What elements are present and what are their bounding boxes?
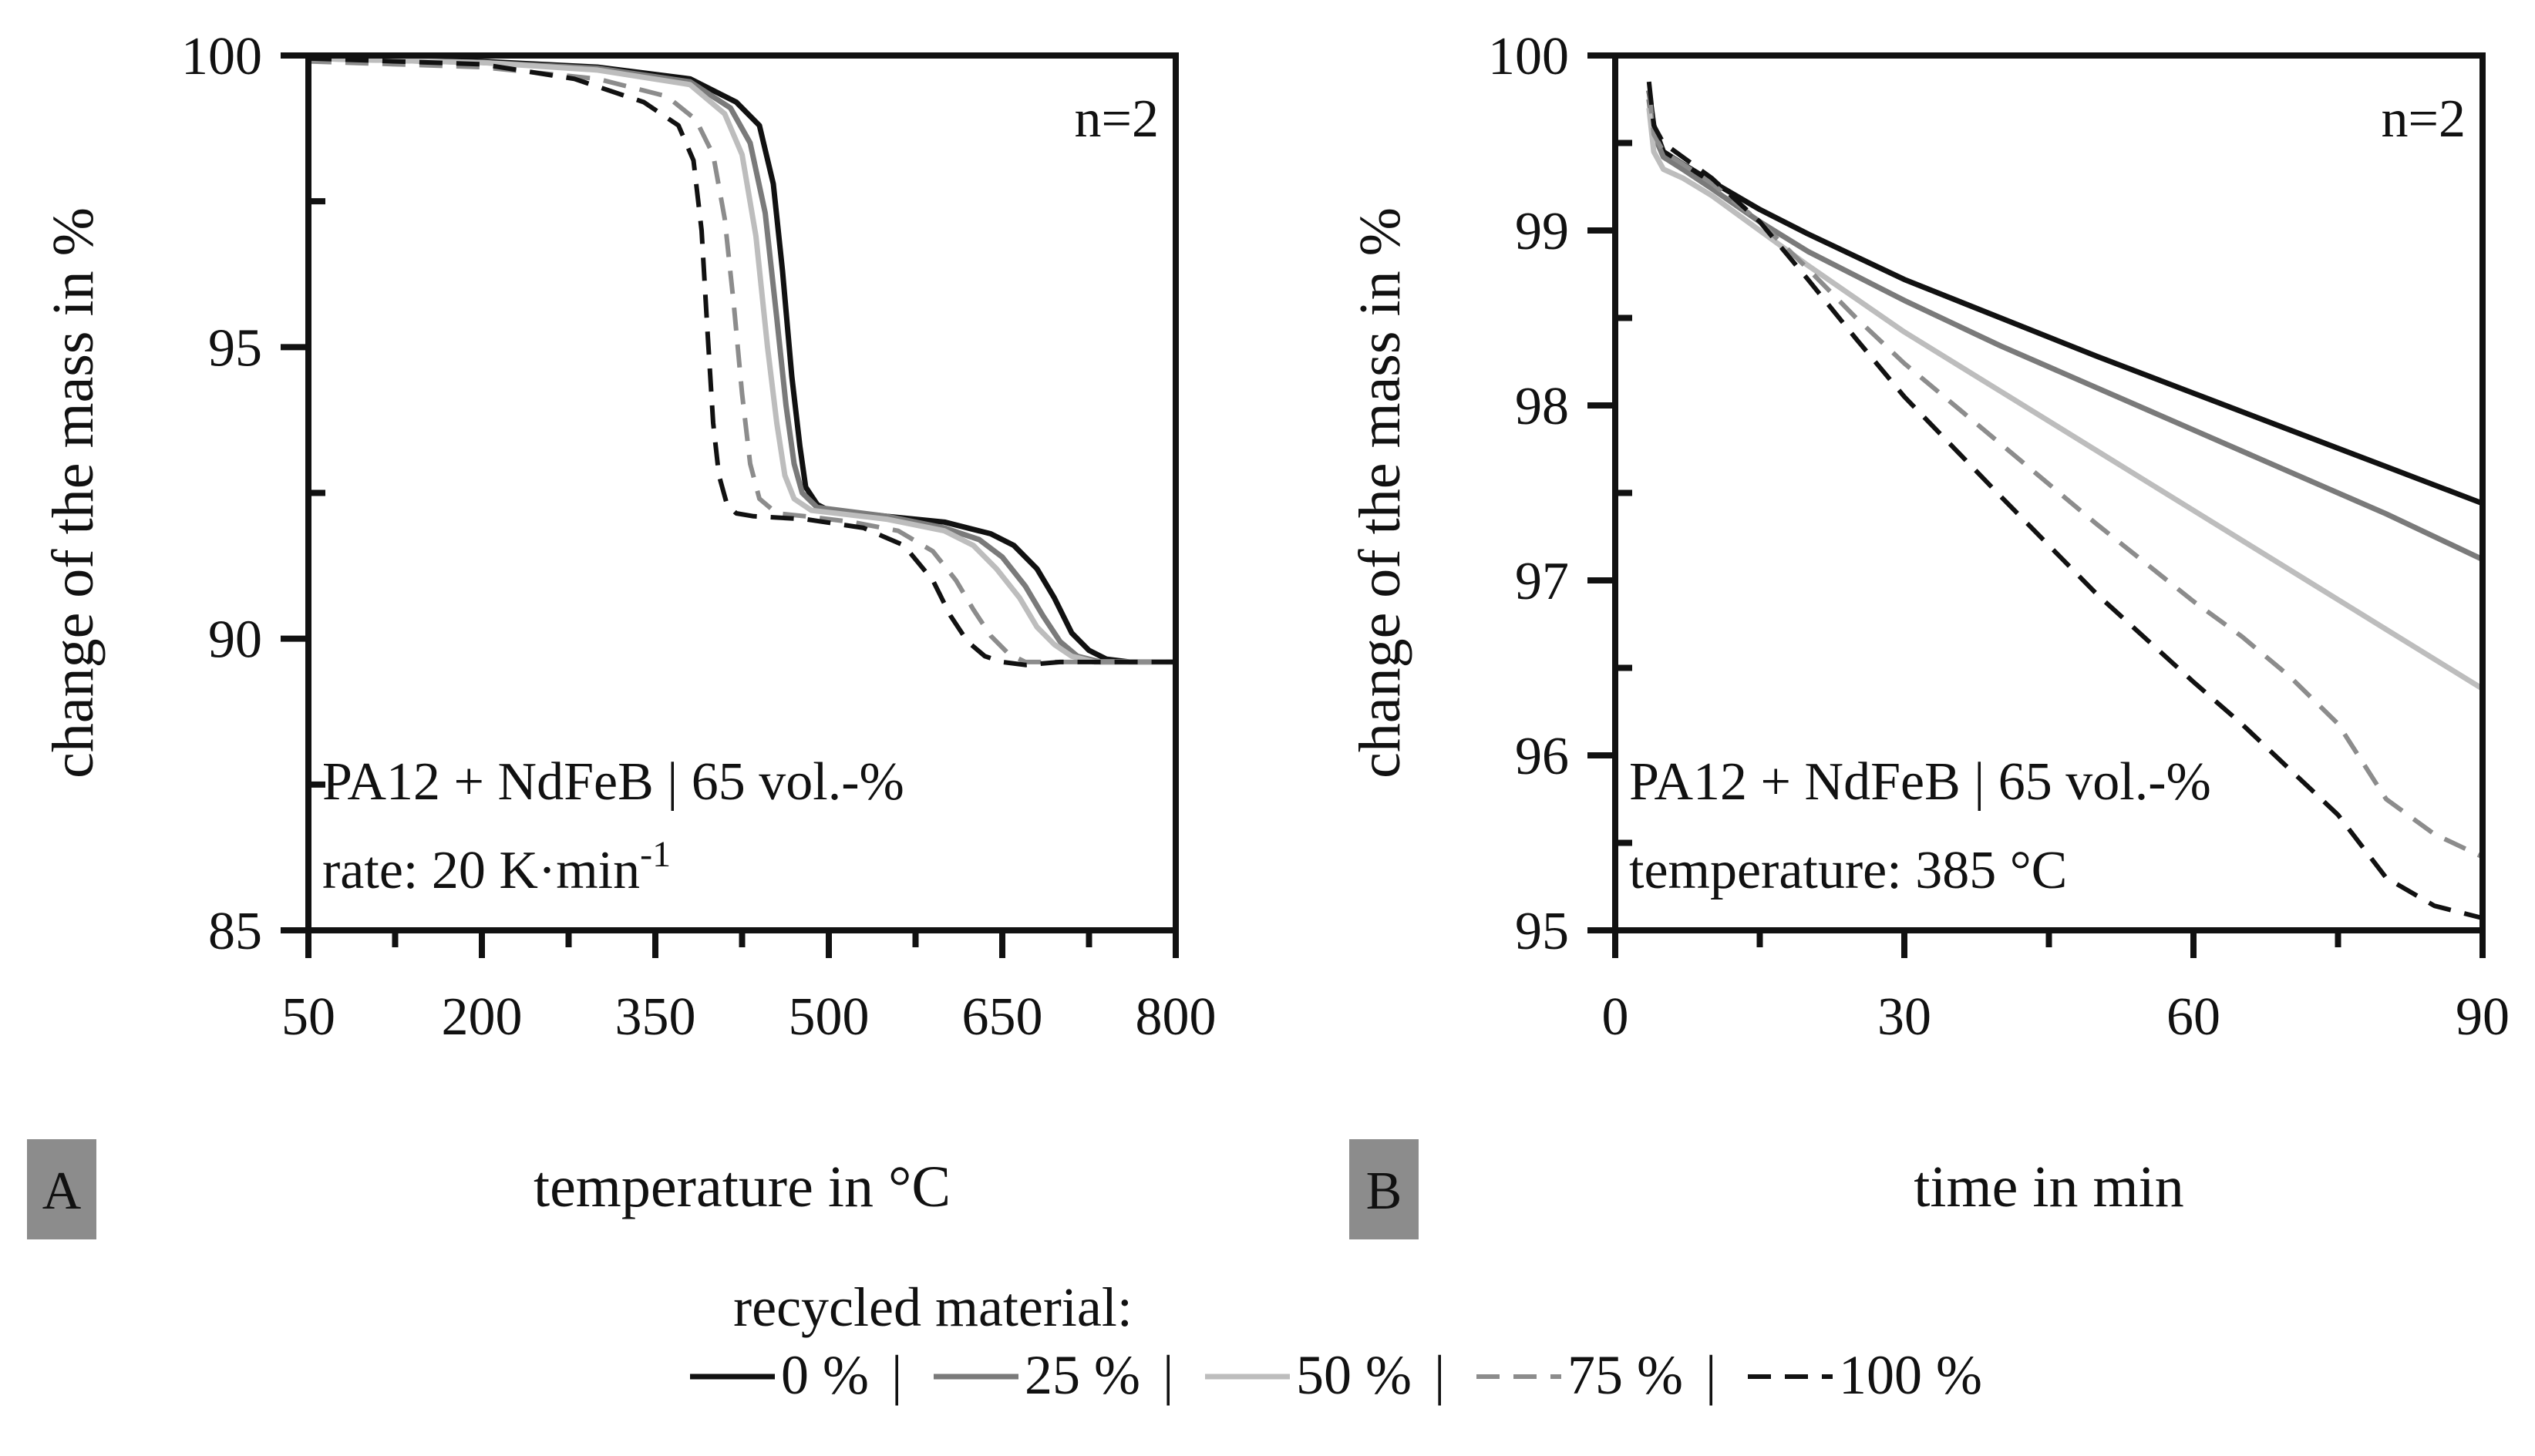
series-line-50-pct xyxy=(308,55,1176,665)
panel-badge xyxy=(27,1139,96,1239)
x-axis-title: time in min xyxy=(1914,1155,2183,1219)
legend-title: recycled material: xyxy=(733,1276,1133,1338)
legend-separator: | xyxy=(891,1344,902,1406)
y-tick-label: 90 xyxy=(208,610,262,670)
series-line-0-pct xyxy=(1646,89,2484,506)
y-tick-label: 85 xyxy=(208,902,262,961)
condition-annotation: temperature: 385 °C xyxy=(1629,841,2067,900)
y-axis-title: change of the mass in % xyxy=(41,207,106,778)
series-line-75-pct xyxy=(308,59,1176,664)
legend-entry-label: 0 % xyxy=(781,1344,869,1406)
y-tick-label: 97 xyxy=(1515,552,1569,611)
y-tick-label: 98 xyxy=(1515,377,1569,436)
x-tick-label: 500 xyxy=(789,987,870,1047)
series-line-50-pct xyxy=(1646,107,2484,691)
x-tick-label: 50 xyxy=(281,987,335,1047)
y-tick-label: 100 xyxy=(1488,27,1569,86)
y-tick-label: 99 xyxy=(1515,202,1569,261)
series-line-75-pct xyxy=(1646,90,2484,859)
sample-count-annotation: n=2 xyxy=(2382,89,2466,149)
panel-badge-label: A xyxy=(42,1162,82,1221)
y-axis-title: change of the mass in % xyxy=(1348,207,1412,778)
panel-badge xyxy=(1349,1139,1419,1239)
sample-count-annotation: n=2 xyxy=(1075,89,1159,149)
panel-A: 50 200 350 500 650 800 85 90 95 100 temperature in… xyxy=(27,27,1217,1239)
condition-annotation: rate: 20 K·min-1 xyxy=(322,834,671,900)
series-group xyxy=(308,55,1176,667)
y-tick-label: 100 xyxy=(181,27,262,86)
x-tick-label: 800 xyxy=(1136,987,1217,1047)
legend-separator: | xyxy=(1163,1344,1173,1406)
legend-separator: | xyxy=(1434,1344,1445,1406)
x-tick-label: 60 xyxy=(2166,987,2220,1047)
series-line-25-pct xyxy=(1646,99,2484,562)
x-tick-label: 650 xyxy=(962,987,1043,1047)
material-annotation: PA12 + NdFeB | 65 vol.-% xyxy=(1629,752,2211,812)
panel-B: 0 30 60 90 95 96 97 98 99 100 time in min change of… xyxy=(1348,27,2510,1239)
x-tick-label: 350 xyxy=(615,987,696,1047)
x-axis-title: temperature in °C xyxy=(534,1155,951,1219)
legend-entry-label: 100 % xyxy=(1839,1344,1982,1406)
x-tick-label: 30 xyxy=(1877,987,1931,1047)
panels: 50 200 350 500 650 800 85 90 95 100 temperature in… xyxy=(27,27,2510,1239)
panel-badge-label: B xyxy=(1366,1162,1402,1221)
x-tick-label: 90 xyxy=(2456,987,2510,1047)
legend-entry-label: 75 % xyxy=(1567,1344,1683,1406)
material-annotation: PA12 + NdFeB | 65 vol.-% xyxy=(322,752,904,812)
y-tick-label: 96 xyxy=(1515,727,1569,786)
x-tick-label: 0 xyxy=(1602,987,1629,1047)
series-group xyxy=(1646,81,2484,921)
legend: recycled material:0 % | 25 % | 50 % | 75 % | 100… xyxy=(690,1276,1982,1406)
legend-entry-label: 25 % xyxy=(1025,1344,1140,1406)
legend-separator: | xyxy=(1705,1344,1716,1406)
series-line-25-pct xyxy=(308,55,1176,665)
series-line-100-pct xyxy=(308,55,1176,667)
x-tick-label: 200 xyxy=(442,987,523,1047)
superscript: -1 xyxy=(640,834,671,875)
legend-entry-label: 50 % xyxy=(1296,1344,1412,1406)
y-tick-label: 95 xyxy=(208,318,262,378)
y-tick-label: 95 xyxy=(1515,902,1569,961)
series-line-100-pct xyxy=(1646,81,2483,921)
